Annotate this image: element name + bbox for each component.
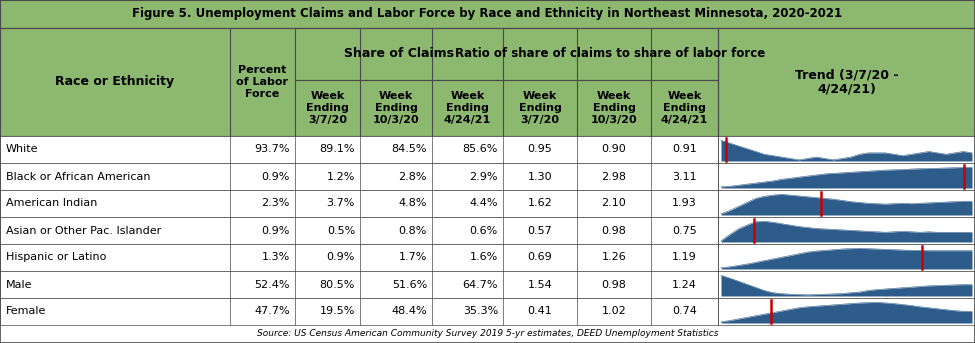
Text: Share of Claims: Share of Claims (344, 47, 454, 60)
Text: 1.7%: 1.7% (399, 252, 427, 262)
Text: 0.69: 0.69 (527, 252, 553, 262)
Bar (0, 28, 975, 136)
Text: Asian or Other Pac. Islander: Asian or Other Pac. Islander (6, 225, 161, 236)
Text: Hispanic or Latino: Hispanic or Latino (6, 252, 106, 262)
Bar (0, 136, 975, 163)
Text: 89.1%: 89.1% (320, 144, 355, 154)
Bar (0, 298, 975, 325)
Text: 1.2%: 1.2% (327, 172, 355, 181)
Text: American Indian: American Indian (6, 199, 98, 209)
Text: Female: Female (6, 307, 47, 317)
Text: 0.57: 0.57 (527, 225, 553, 236)
Text: Ratio of share of claims to share of labor force: Ratio of share of claims to share of lab… (455, 47, 765, 60)
Text: 0.9%: 0.9% (261, 172, 290, 181)
Text: 1.02: 1.02 (602, 307, 626, 317)
Text: 1.62: 1.62 (527, 199, 553, 209)
Text: 47.7%: 47.7% (254, 307, 290, 317)
Text: Week
Ending
4/24/21: Week Ending 4/24/21 (661, 91, 708, 125)
Text: 2.3%: 2.3% (261, 199, 290, 209)
Text: Male: Male (6, 280, 32, 289)
Text: Week
Ending
10/3/20: Week Ending 10/3/20 (591, 91, 638, 125)
Text: 93.7%: 93.7% (254, 144, 290, 154)
Text: 4.8%: 4.8% (399, 199, 427, 209)
Text: 2.9%: 2.9% (470, 172, 498, 181)
Text: 52.4%: 52.4% (254, 280, 290, 289)
Bar (0, 28, 975, 136)
Text: 0.98: 0.98 (602, 280, 626, 289)
Text: Figure 5. Unemployment Claims and Labor Force by Race and Ethnicity in Northeast: Figure 5. Unemployment Claims and Labor … (133, 8, 842, 21)
Bar (0, 163, 975, 190)
Text: 4.4%: 4.4% (470, 199, 498, 209)
Text: Race or Ethnicity: Race or Ethnicity (56, 75, 175, 88)
Text: 0.74: 0.74 (672, 307, 697, 317)
Text: 64.7%: 64.7% (462, 280, 498, 289)
Text: 0.75: 0.75 (672, 225, 697, 236)
Text: Week
Ending
10/3/20: Week Ending 10/3/20 (372, 91, 419, 125)
Text: 1.54: 1.54 (527, 280, 553, 289)
Text: Week
Ending
4/24/21: Week Ending 4/24/21 (444, 91, 491, 125)
Text: 2.10: 2.10 (602, 199, 626, 209)
Text: 51.6%: 51.6% (392, 280, 427, 289)
Text: 0.41: 0.41 (527, 307, 553, 317)
Text: 19.5%: 19.5% (320, 307, 355, 317)
Text: 80.5%: 80.5% (320, 280, 355, 289)
Text: 0.90: 0.90 (602, 144, 626, 154)
Text: 84.5%: 84.5% (392, 144, 427, 154)
Text: Source: US Census American Community Survey 2019 5-yr estimates, DEED Unemployme: Source: US Census American Community Sur… (256, 330, 719, 339)
Text: Trend (3/7/20 -
4/24/21): Trend (3/7/20 - 4/24/21) (795, 68, 898, 96)
Bar (0, 0, 975, 28)
Text: 0.9%: 0.9% (327, 252, 355, 262)
Text: Black or African American: Black or African American (6, 172, 150, 181)
Bar (0, 190, 975, 217)
Bar (0, 217, 975, 244)
Text: 1.24: 1.24 (672, 280, 697, 289)
Text: 1.93: 1.93 (672, 199, 697, 209)
Text: 85.6%: 85.6% (462, 144, 498, 154)
Text: 1.19: 1.19 (672, 252, 697, 262)
Text: 0.6%: 0.6% (470, 225, 498, 236)
Text: 1.3%: 1.3% (261, 252, 290, 262)
Text: 3.7%: 3.7% (327, 199, 355, 209)
Text: 1.26: 1.26 (602, 252, 626, 262)
Bar (0, 244, 975, 271)
Text: 2.98: 2.98 (602, 172, 627, 181)
Text: Week
Ending
3/7/20: Week Ending 3/7/20 (306, 91, 349, 125)
Text: 0.91: 0.91 (672, 144, 697, 154)
Text: 0.5%: 0.5% (327, 225, 355, 236)
Bar (0, 271, 975, 298)
Text: 2.8%: 2.8% (399, 172, 427, 181)
Text: 48.4%: 48.4% (391, 307, 427, 317)
Text: 35.3%: 35.3% (463, 307, 498, 317)
Text: 1.30: 1.30 (527, 172, 552, 181)
Text: 3.11: 3.11 (672, 172, 697, 181)
Text: Week
Ending
3/7/20: Week Ending 3/7/20 (519, 91, 562, 125)
Text: 0.9%: 0.9% (261, 225, 290, 236)
Text: 1.6%: 1.6% (470, 252, 498, 262)
Text: Percent
of Labor
Force: Percent of Labor Force (237, 66, 289, 98)
Text: 0.98: 0.98 (602, 225, 626, 236)
Text: 0.8%: 0.8% (399, 225, 427, 236)
Text: 0.95: 0.95 (527, 144, 553, 154)
Text: White: White (6, 144, 38, 154)
